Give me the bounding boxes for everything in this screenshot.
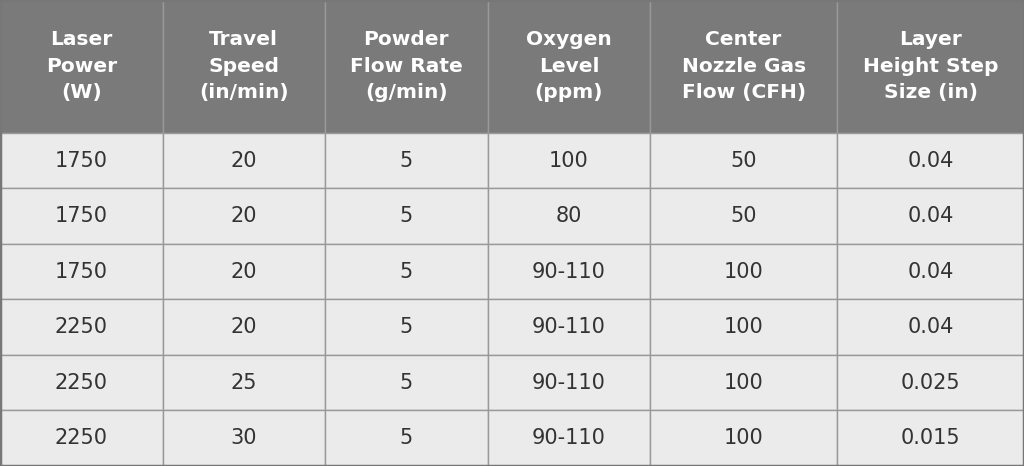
Text: 90-110: 90-110: [531, 428, 606, 448]
Text: 0.04: 0.04: [907, 261, 953, 281]
Text: Layer
Height Step
Size (in): Layer Height Step Size (in): [863, 30, 998, 103]
Text: 1750: 1750: [54, 206, 108, 226]
Text: 5: 5: [399, 428, 413, 448]
Text: 100: 100: [549, 151, 589, 171]
Text: 80: 80: [556, 206, 582, 226]
Bar: [837, 355, 1024, 411]
Text: 5: 5: [399, 317, 413, 337]
Text: 5: 5: [399, 206, 413, 226]
Text: 90-110: 90-110: [531, 261, 606, 281]
Bar: [487, 299, 650, 355]
Bar: [325, 244, 487, 300]
Text: 20: 20: [230, 206, 257, 226]
Text: 90-110: 90-110: [531, 373, 606, 393]
Text: Laser
Power
(W): Laser Power (W): [46, 30, 117, 103]
Text: 0.04: 0.04: [907, 206, 953, 226]
Bar: [837, 188, 1024, 244]
Text: 20: 20: [230, 261, 257, 281]
Text: 0.04: 0.04: [907, 317, 953, 337]
Text: 0.04: 0.04: [907, 151, 953, 171]
Bar: [163, 299, 325, 355]
Text: 90-110: 90-110: [531, 317, 606, 337]
Text: Center
Nozzle Gas
Flow (CFH): Center Nozzle Gas Flow (CFH): [682, 30, 806, 103]
Bar: [487, 244, 650, 300]
Text: 1750: 1750: [54, 261, 108, 281]
Bar: [325, 411, 487, 466]
Bar: [837, 0, 1024, 133]
Bar: [163, 244, 325, 300]
Bar: [325, 0, 487, 133]
Bar: [487, 188, 650, 244]
Bar: [325, 133, 487, 188]
Bar: [0, 133, 163, 188]
Text: 2250: 2250: [54, 373, 108, 393]
Bar: [325, 188, 487, 244]
Bar: [487, 133, 650, 188]
Text: Oxygen
Level
(ppm): Oxygen Level (ppm): [526, 30, 611, 103]
Text: 20: 20: [230, 151, 257, 171]
Bar: [650, 355, 837, 411]
Bar: [0, 244, 163, 300]
Bar: [163, 355, 325, 411]
Bar: [837, 133, 1024, 188]
Text: 100: 100: [724, 317, 764, 337]
Text: 100: 100: [724, 261, 764, 281]
Text: 1750: 1750: [54, 151, 108, 171]
Text: Travel
Speed
(in/min): Travel Speed (in/min): [199, 30, 289, 103]
Bar: [650, 411, 837, 466]
Text: 100: 100: [724, 373, 764, 393]
Bar: [0, 411, 163, 466]
Bar: [0, 188, 163, 244]
Bar: [0, 299, 163, 355]
Bar: [163, 188, 325, 244]
Text: 20: 20: [230, 317, 257, 337]
Text: 2250: 2250: [54, 428, 108, 448]
Bar: [487, 411, 650, 466]
Bar: [325, 355, 487, 411]
Bar: [650, 0, 837, 133]
Text: 50: 50: [730, 206, 757, 226]
Text: 100: 100: [724, 428, 764, 448]
Text: 30: 30: [230, 428, 257, 448]
Bar: [487, 355, 650, 411]
Bar: [650, 244, 837, 300]
Text: 0.025: 0.025: [901, 373, 961, 393]
Text: 25: 25: [230, 373, 257, 393]
Bar: [837, 244, 1024, 300]
Bar: [837, 299, 1024, 355]
Text: 5: 5: [399, 261, 413, 281]
Bar: [163, 133, 325, 188]
Bar: [163, 411, 325, 466]
Text: Powder
Flow Rate
(g/min): Powder Flow Rate (g/min): [350, 30, 463, 103]
Text: 0.015: 0.015: [901, 428, 961, 448]
Bar: [650, 188, 837, 244]
Bar: [325, 299, 487, 355]
Text: 5: 5: [399, 373, 413, 393]
Text: 5: 5: [399, 151, 413, 171]
Text: 50: 50: [730, 151, 757, 171]
Bar: [650, 133, 837, 188]
Bar: [837, 411, 1024, 466]
Bar: [163, 0, 325, 133]
Bar: [487, 0, 650, 133]
Bar: [0, 0, 163, 133]
Bar: [0, 355, 163, 411]
Text: 2250: 2250: [54, 317, 108, 337]
Bar: [650, 299, 837, 355]
